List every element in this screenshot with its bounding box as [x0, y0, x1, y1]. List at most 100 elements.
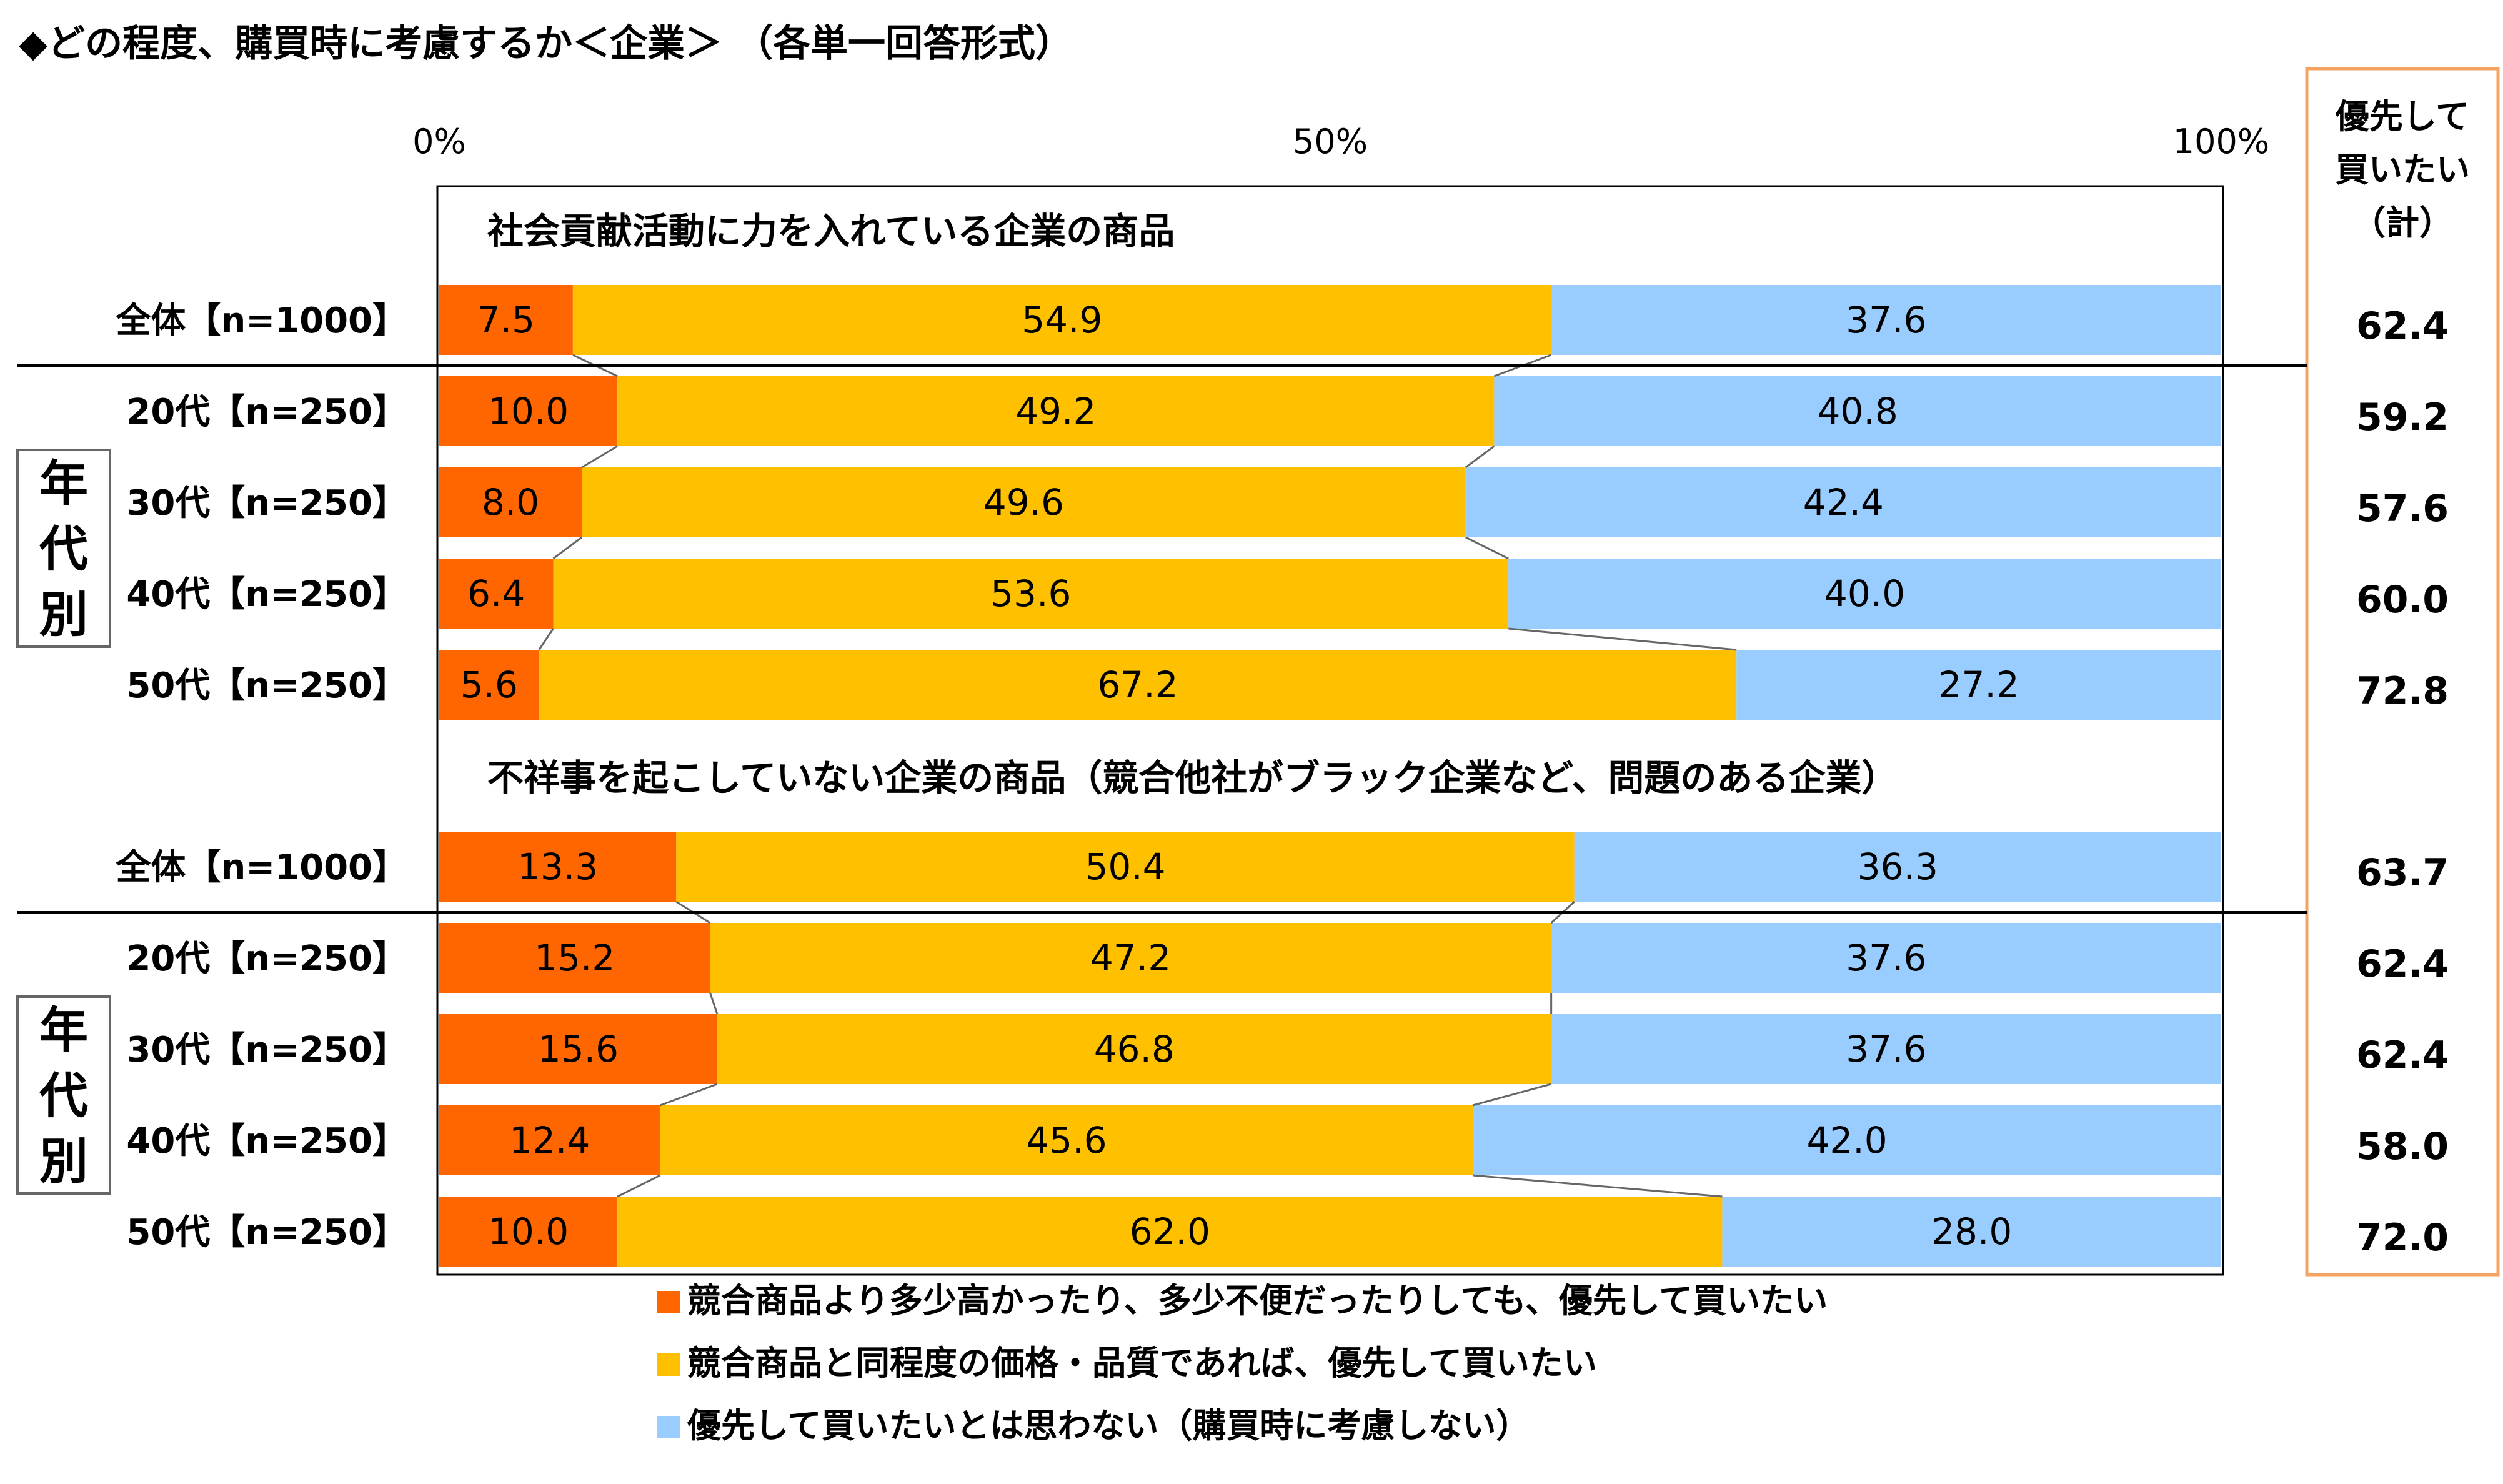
bar-segment-series-1: [439, 285, 573, 355]
connector-line: [660, 1083, 718, 1107]
connector-line: [1473, 1174, 1723, 1198]
bar-segment-series-3: [1551, 285, 2221, 355]
x-tick-label: 100%: [2173, 122, 2269, 161]
data-label: 37.6: [1846, 299, 1926, 341]
bar-segment-series-2: [539, 650, 1737, 720]
group-label-char: 代: [39, 1068, 88, 1125]
bar-segment-series-1: [439, 376, 618, 446]
bar-segment-series-1: [439, 923, 710, 993]
legend-swatch-series-3: [657, 1416, 680, 1438]
connector-lines: [538, 354, 1737, 1198]
data-label: 62.0: [1130, 1210, 1210, 1253]
group-label-box: [16, 995, 111, 1195]
legend-label-series-1: 競合商品より多少高かったり、多少不便だったりしても、優先して買いたい: [687, 1281, 1828, 1320]
group-label-box: [16, 449, 111, 648]
bar-segment-series-2: [717, 1014, 1551, 1084]
bar-segment-series-1: [439, 1105, 660, 1175]
row-label: 20代【n=250】: [126, 392, 407, 432]
group-label-char: 年: [39, 456, 88, 512]
bar-segment-series-2: [676, 832, 1575, 902]
bar-segment-series-2: [660, 1105, 1473, 1175]
bars: [439, 285, 2221, 1267]
data-label: 50.4: [1085, 845, 1165, 888]
bar-segment-series-2: [617, 1197, 1723, 1267]
row-label: 30代【n=250】: [126, 1030, 407, 1070]
total-header-line-3: （計）: [2352, 203, 2453, 242]
bar-segment-series-3: [1551, 923, 2221, 993]
group-label-char: 代: [39, 522, 88, 578]
data-label: 12.4: [509, 1119, 590, 1162]
data-label: 7.5: [477, 299, 535, 341]
row-label: 40代【n=250】: [126, 574, 407, 615]
data-label: 42.0: [1807, 1119, 1888, 1162]
bar-segment-series-1: [439, 559, 554, 629]
bar-segment-series-1: [439, 1197, 618, 1267]
total-column-frame: [2305, 67, 2500, 1277]
connector-line: [709, 992, 719, 1015]
total-value: 72.8: [2356, 669, 2449, 713]
data-label: 42.4: [1803, 481, 1884, 524]
data-label: 40.8: [1818, 390, 1898, 432]
total-value: 60.0: [2356, 578, 2449, 622]
data-label: 67.2: [1097, 664, 1178, 706]
total-value: 62.4: [2356, 304, 2449, 348]
connector-line: [1472, 1083, 1552, 1107]
connector-line: [1508, 627, 1737, 651]
x-axis-ticks: 0% 50% 100%: [412, 122, 2269, 161]
total-value: 58.0: [2356, 1125, 2449, 1168]
row-label: 全体【n=1000】: [115, 301, 407, 341]
data-label: 10.0: [488, 390, 569, 432]
legend-swatch-series-1: [657, 1291, 680, 1313]
data-label: 6.4: [467, 572, 525, 615]
data-label: 45.6: [1026, 1119, 1107, 1162]
x-tick-label: 50%: [1293, 122, 1368, 161]
bar-segment-series-2: [710, 923, 1551, 993]
connector-line: [538, 628, 554, 650]
bar-segment-series-3: [1473, 1105, 2221, 1175]
data-label: 37.6: [1846, 1028, 1926, 1070]
x-tick-label: 0%: [412, 122, 466, 161]
bar-segment-series-2: [582, 467, 1466, 537]
bar-segment-series-3: [1465, 467, 2221, 537]
bar-segment-series-2: [617, 376, 1495, 446]
bar-segment-series-3: [1736, 650, 2221, 720]
legend-swatch-series-2: [657, 1353, 680, 1376]
data-label: 54.9: [1022, 299, 1102, 341]
group-label-char: 年: [39, 1003, 88, 1059]
data-label: 8.0: [482, 481, 539, 524]
bar-segment-series-2: [553, 559, 1509, 629]
row-labels: 社会貢献活動に力を入れている企業の商品 7.5 54.9 37.6 全体【n=1000】…: [17, 210, 2449, 1260]
data-label: 15.6: [538, 1028, 619, 1070]
data-label: 40.0: [1824, 572, 1905, 615]
data-label: 46.8: [1094, 1028, 1175, 1070]
connector-line: [581, 445, 618, 469]
data-label: 37.6: [1846, 937, 1926, 979]
data-label: 27.2: [1939, 664, 2019, 706]
data-label: 53.6: [990, 572, 1071, 615]
bar-segment-series-3: [1551, 1014, 2221, 1084]
row-label: 50代【n=250】: [126, 665, 407, 706]
group-label-char: 別: [39, 1134, 88, 1190]
bar-segment-series-1: [439, 467, 582, 537]
data-label: 36.3: [1858, 845, 1938, 888]
bar-segment-series-1: [439, 832, 677, 902]
total-value: 62.4: [2356, 942, 2449, 986]
total-header-line-2: 買いたい: [2335, 150, 2470, 189]
row-label: 30代【n=250】: [126, 483, 407, 524]
data-label: 15.2: [534, 937, 615, 979]
data-label: 28.0: [1931, 1210, 2012, 1253]
total-value: 57.6: [2356, 487, 2449, 530]
connector-line: [552, 536, 583, 560]
data-label: 13.3: [517, 845, 598, 888]
connector-line: [1465, 536, 1509, 560]
total-header-line-1: 優先して: [2335, 97, 2469, 136]
chart-title: ◆どの程度、購買時に考慮するか＜企業＞ （各単一回答形式）: [19, 22, 1073, 66]
section-title: 社会貢献活動に力を入れている企業の商品: [487, 210, 1175, 252]
bar-segment-series-3: [1574, 832, 2221, 902]
data-label: 10.0: [488, 1210, 569, 1253]
row-label: 50代【n=250】: [126, 1212, 407, 1253]
row-label: 全体【n=1000】: [115, 847, 407, 888]
data-label: 47.2: [1090, 937, 1171, 979]
row-label: 20代【n=250】: [126, 939, 407, 979]
